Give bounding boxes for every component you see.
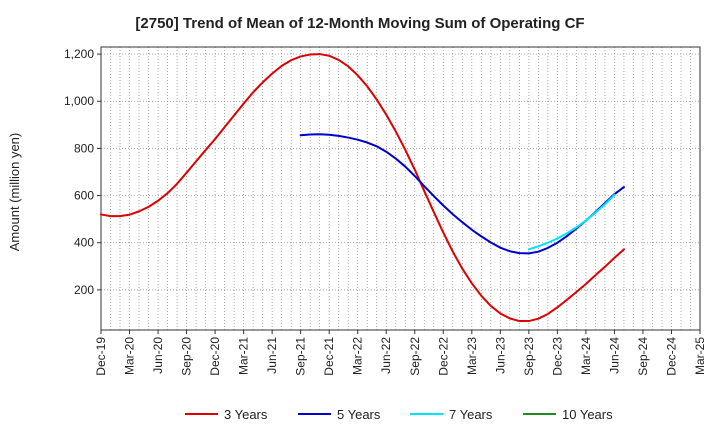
legend-label-5-years: 5 Years — [337, 407, 381, 422]
x-tick-label: Mar-23 — [465, 337, 479, 375]
chart-title: [2750] Trend of Mean of 12-Month Moving … — [135, 15, 584, 32]
legend-label-10-years: 10 Years — [562, 407, 613, 422]
legend: 3 Years 5 Years 7 Years 10 Years — [185, 407, 613, 422]
x-tick-label: Jun-20 — [151, 337, 165, 374]
x-tick-label: Sep-22 — [408, 337, 422, 376]
legend-label-3-years: 3 Years — [224, 407, 268, 422]
x-axis-ticks: Dec-19 Mar-20 Jun-20 Sep-20 Dec-20 Mar-21 Jun-… — [94, 330, 707, 376]
x-tick-label: Jun-21 — [265, 337, 279, 374]
x-tick-label: Dec-21 — [322, 337, 336, 376]
series-line-7-years — [527, 193, 616, 251]
y-tick-label: 400 — [74, 236, 94, 250]
x-tick-label: Dec-23 — [550, 337, 564, 376]
y-tick-label: 200 — [74, 283, 94, 297]
x-tick-label: Sep-23 — [522, 337, 536, 376]
x-tick-label: Jun-24 — [607, 337, 621, 374]
x-tick-label: Mar-25 — [693, 337, 707, 375]
plot-frame — [100, 46, 701, 331]
legend-label-7-years: 7 Years — [449, 407, 493, 422]
series-line-3-years — [100, 53, 625, 323]
x-tick-label: Jun-23 — [493, 337, 507, 374]
x-tick-label: Dec-19 — [94, 337, 108, 376]
legend-item-7-years[interactable]: 7 Years — [410, 407, 493, 422]
series-line-5-years — [299, 133, 625, 255]
legend-item-5-years[interactable]: 5 Years — [298, 407, 381, 422]
x-tick-label: Mar-20 — [123, 337, 137, 375]
y-tick-label: 1,000 — [64, 94, 94, 108]
x-tick-label: Dec-20 — [208, 337, 222, 376]
y-axis-label: Amount (million yen) — [7, 133, 22, 252]
y-tick-label: 600 — [74, 189, 94, 203]
x-tick-label: Sep-24 — [636, 337, 650, 376]
grid — [101, 47, 700, 330]
legend-item-10-years[interactable]: 10 Years — [523, 407, 613, 422]
x-tick-label: Sep-21 — [294, 337, 308, 376]
y-tick-label: 800 — [74, 141, 94, 155]
x-tick-label: Mar-24 — [579, 337, 593, 375]
x-tick-label: Mar-21 — [237, 337, 251, 375]
x-tick-label: Mar-22 — [351, 337, 365, 375]
x-tick-label: Jun-22 — [379, 337, 393, 374]
x-tick-label: Dec-22 — [436, 337, 450, 376]
x-tick-label: Sep-20 — [180, 337, 194, 376]
y-axis-ticks: 200 400 600 800 1,000 1,200 — [64, 47, 101, 297]
legend-item-3-years[interactable]: 3 Years — [185, 407, 268, 422]
series-lines — [100, 53, 625, 323]
x-tick-label: Dec-24 — [664, 337, 678, 376]
y-tick-label: 1,200 — [64, 47, 94, 61]
